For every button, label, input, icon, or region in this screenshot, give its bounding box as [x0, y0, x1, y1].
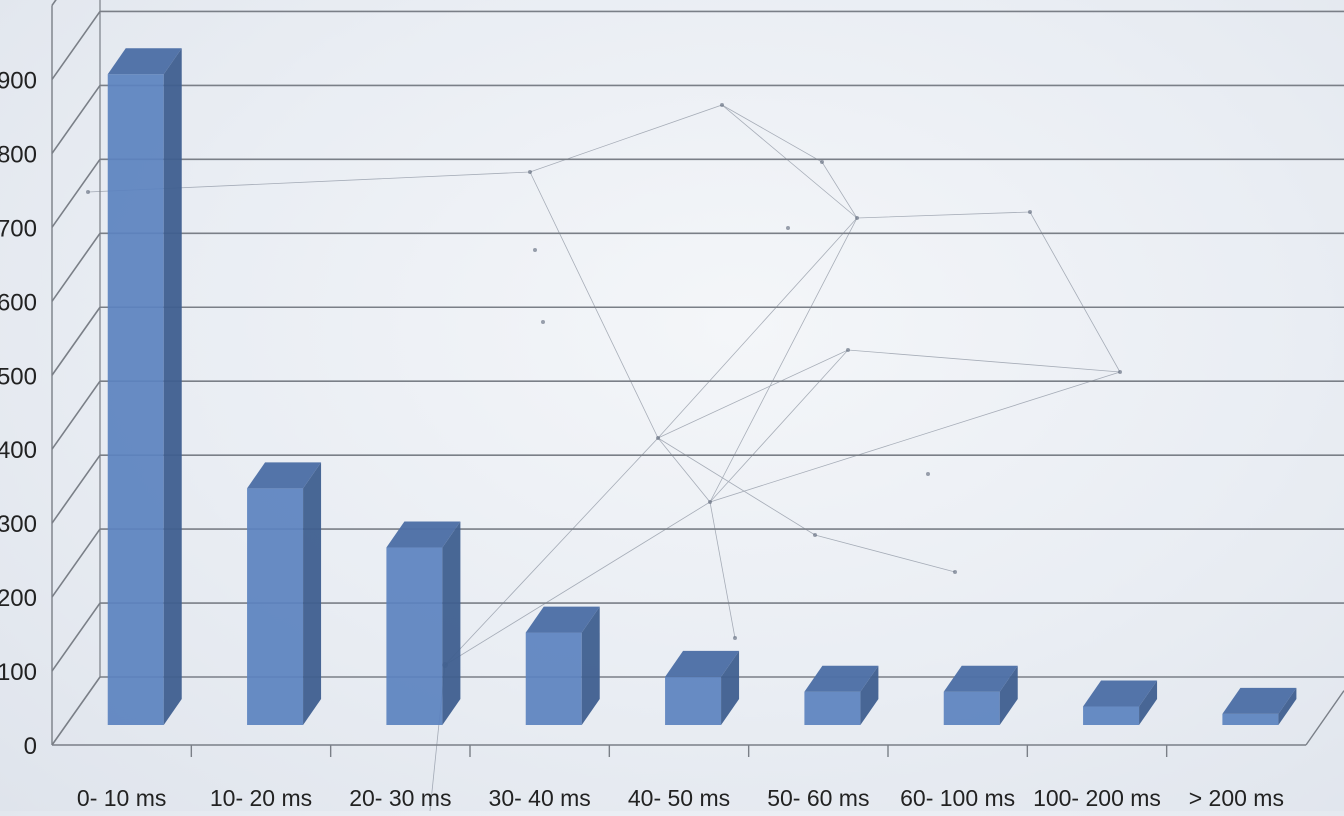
bar-side-6	[999, 665, 1018, 725]
bar-top-6	[943, 665, 1018, 692]
bar-side-3	[581, 606, 600, 725]
bar-2	[386, 521, 461, 725]
bar-3	[525, 606, 600, 725]
background-node-points	[86, 103, 1122, 668]
bar-4	[665, 650, 740, 725]
bar-top-0	[107, 48, 182, 75]
x-tick-label-8: > 200 ms	[1189, 785, 1284, 811]
gridline-side-top	[51, 0, 57, 6]
bar-top-7	[1083, 680, 1158, 707]
bar-0	[107, 48, 182, 726]
bar-top-1	[247, 462, 322, 489]
axes: 0 100 200 300 400 500 600 700 800 900 0- 10 ms 10- …	[0, 67, 1344, 811]
bar-front-6	[943, 691, 1000, 725]
bars	[107, 48, 1297, 726]
x-tick-label-2: 20- 30 ms	[349, 785, 451, 811]
x-tick-label-5: 50- 60 ms	[767, 785, 869, 811]
y-tick-label-200: 200	[0, 585, 37, 612]
gridline-side-400	[51, 380, 101, 450]
gridline-side-500	[51, 306, 101, 376]
gridline-side-0	[51, 676, 101, 746]
bar-front-8	[1222, 713, 1279, 725]
y-tick-label-0: 0	[24, 733, 37, 760]
bar-6	[943, 665, 1018, 725]
bar-side-7	[1139, 680, 1158, 725]
bar-5	[804, 665, 879, 725]
bar-7	[1083, 680, 1158, 725]
bar-side-4	[721, 650, 740, 725]
x-tick-label-4: 40- 50 ms	[628, 785, 730, 811]
bar-front-1	[247, 488, 304, 725]
gridline-side-200	[51, 528, 101, 598]
y-tick-label-700: 700	[0, 215, 37, 242]
x-tick-label-6: 60- 100 ms	[900, 785, 1015, 811]
x-tick-label-0: 0- 10 ms	[77, 785, 166, 811]
y-tick-label-100: 100	[0, 659, 37, 686]
bar-front-3	[525, 632, 582, 725]
gridline-side-300	[51, 454, 101, 524]
y-tick-label-400: 400	[0, 437, 37, 464]
bar-side-0	[163, 48, 182, 726]
bar-top-8	[1222, 687, 1297, 714]
y-tick-label-500: 500	[0, 363, 37, 390]
y-tick-label-800: 800	[0, 141, 37, 168]
y-tick-label-900: 900	[0, 67, 37, 94]
bar-top-4	[665, 650, 740, 677]
bar-front-5	[804, 691, 861, 725]
bar-front-2	[386, 547, 443, 725]
bar-side-2	[442, 521, 461, 725]
bar-front-0	[107, 74, 164, 726]
bar-front-7	[1083, 706, 1140, 725]
floor-right-edge	[1305, 690, 1344, 746]
x-tick-label-3: 30- 40 ms	[489, 785, 591, 811]
bar-1	[247, 462, 322, 725]
x-tick-label-7: 100- 200 ms	[1033, 785, 1161, 811]
y-tick-label-600: 600	[0, 289, 37, 316]
gridline-side-600	[51, 232, 101, 302]
gridline-side-800	[51, 84, 101, 154]
bar-side-8	[1278, 687, 1297, 725]
bar-top-3	[525, 606, 600, 633]
bar-top-2	[386, 521, 461, 548]
gridline-side-700	[51, 158, 101, 228]
gridline-side-100	[51, 602, 101, 672]
gridlines	[51, 0, 1344, 746]
x-tick-label-1: 10- 20 ms	[210, 785, 312, 811]
bar-side-5	[860, 665, 879, 725]
y-tick-label-300: 300	[0, 511, 37, 538]
gridline-side-900	[51, 10, 101, 80]
bar-side-1	[303, 462, 322, 725]
bar-front-4	[665, 676, 722, 725]
bar-top-5	[804, 665, 879, 692]
bar-8	[1222, 687, 1297, 725]
